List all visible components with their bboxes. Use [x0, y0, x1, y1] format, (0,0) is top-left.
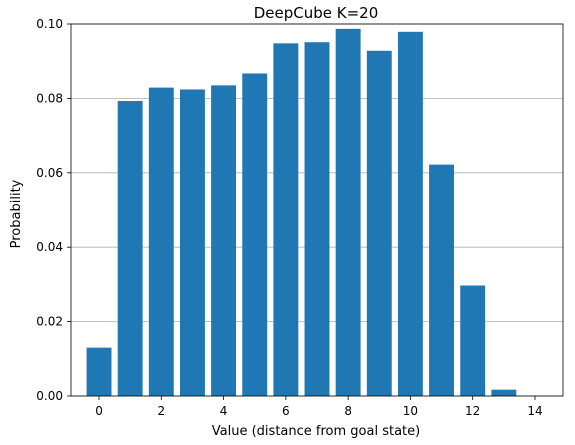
- y-tick-label-4: 0.08: [36, 91, 63, 105]
- y-ticks: 0.00 0.02 0.04 0.06 0.08 0.10: [36, 17, 71, 403]
- x-axis-label: Value (distance from goal state): [212, 424, 420, 439]
- y-tick-label-5: 0.10: [36, 17, 63, 31]
- bar-11: [429, 164, 455, 396]
- x-ticks: 0 2 4 6 8 10 12 14: [95, 396, 543, 418]
- axes: [70, 23, 564, 397]
- bar-13: [491, 389, 517, 396]
- plot-frame: [70, 23, 564, 397]
- x-tick-label-5: 10: [403, 404, 418, 418]
- bar-9: [366, 50, 392, 397]
- bar-12: [460, 285, 486, 396]
- y-tick-label-3: 0.06: [36, 166, 63, 180]
- bar-7: [304, 42, 330, 397]
- bar-4: [211, 85, 237, 396]
- bars: [86, 28, 517, 397]
- x-tick-label-3: 6: [282, 404, 290, 418]
- bar-8: [335, 28, 361, 397]
- chart-title: DeepCube K=20: [254, 4, 379, 22]
- bar-3: [179, 89, 205, 397]
- x-tick-label-0: 0: [95, 404, 103, 418]
- bar-0: [86, 347, 112, 396]
- y-tick-label-2: 0.04: [36, 240, 63, 254]
- bar-5: [242, 73, 268, 396]
- y-tick-label-1: 0.02: [36, 315, 63, 329]
- bar-2: [148, 87, 174, 396]
- x-tick-label-1: 2: [157, 404, 165, 418]
- y-axis-label: Probability: [9, 179, 24, 248]
- bar-10: [397, 31, 423, 396]
- x-tick-label-6: 12: [465, 404, 480, 418]
- y-tick-label-0: 0.00: [36, 389, 63, 403]
- x-tick-label-2: 4: [220, 404, 228, 418]
- x-tick-label-4: 8: [344, 404, 352, 418]
- bar-6: [273, 43, 299, 397]
- bar-1: [117, 101, 143, 396]
- x-tick-label-7: 14: [527, 404, 542, 418]
